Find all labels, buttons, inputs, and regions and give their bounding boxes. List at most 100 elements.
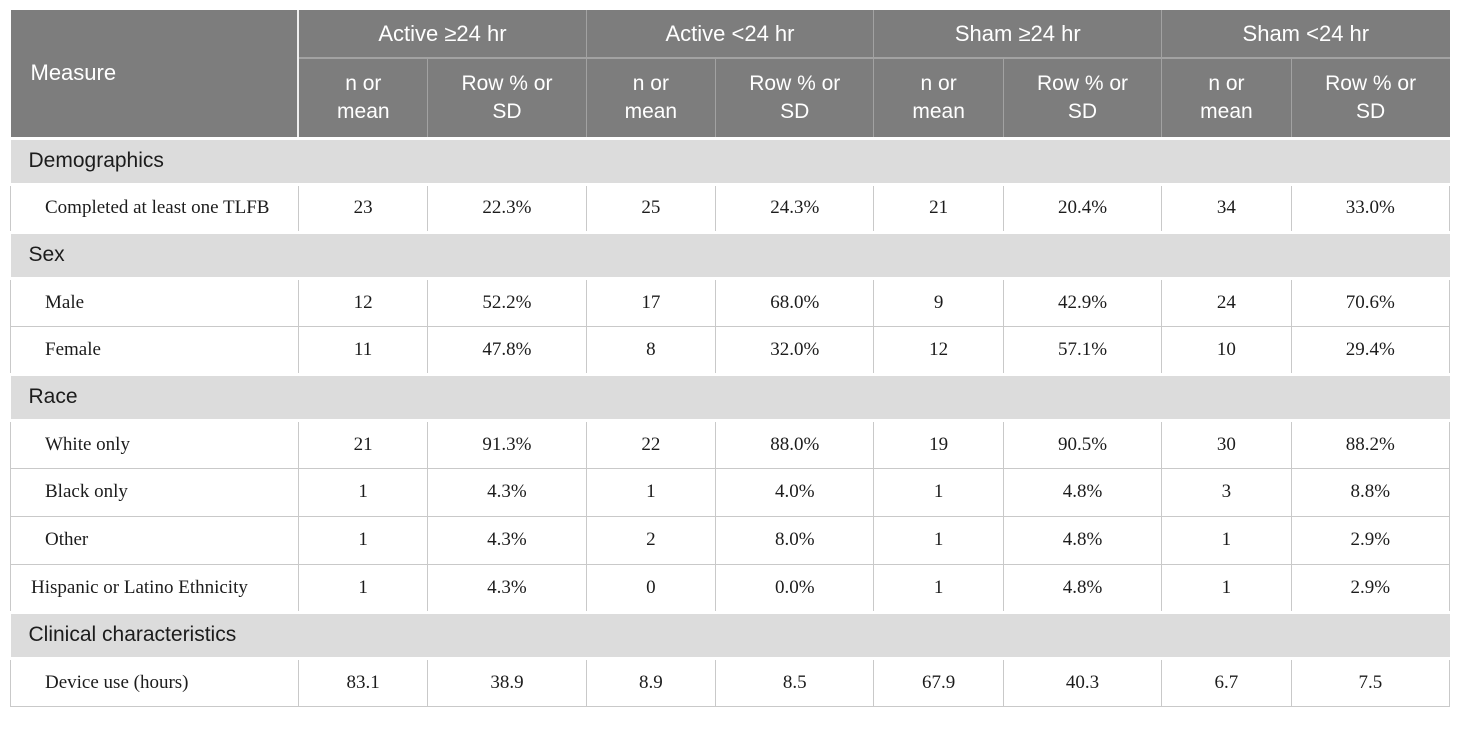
value-cell: 8	[585, 325, 717, 375]
table-row: Completed at least one TLFB 23 22.3% 25 24.3…	[10, 183, 1451, 233]
value-cell: 4.8%	[1002, 467, 1163, 517]
value-cell: 1	[1161, 515, 1292, 565]
value-cell: 1	[873, 467, 1004, 517]
value-cell: 67.9	[873, 657, 1004, 707]
subcolumn-header-pct-sd: Row % or SD	[1290, 58, 1450, 138]
value-cell: 88.0%	[715, 419, 875, 469]
value-cell: 8.8%	[1290, 467, 1451, 517]
value-cell: 12	[873, 325, 1004, 375]
section-row: Demographics	[10, 136, 1450, 186]
group-header-active-lt24: Active <24 hr	[585, 10, 874, 59]
table-row: Female 11 47.8% 8 32.0% 12 57.1% 10 29.4%	[10, 325, 1451, 375]
value-cell: 20.4%	[1002, 183, 1163, 233]
group-header-active-ge24: Active ≥24 hr	[298, 10, 587, 59]
value-cell: 32.0%	[715, 325, 875, 375]
value-cell: 88.2%	[1290, 419, 1451, 469]
table-row: Device use (hours) 83.1 38.9 8.9 8.5 67.9 40.3…	[10, 657, 1451, 707]
table-header: Measure Active ≥24 hr Active <24 hr Sham…	[10, 10, 1450, 138]
subcolumn-header-pct-sd: Row % or SD	[715, 58, 874, 138]
value-cell: 1	[297, 563, 429, 613]
subcolumn-header-pct-sd: Row % or SD	[427, 58, 587, 138]
value-cell: 0	[585, 563, 717, 613]
subcolumn-header-n-mean: n or mean	[585, 58, 716, 138]
value-cell: 57.1%	[1002, 325, 1163, 375]
measure-cell: Other	[10, 515, 299, 565]
value-cell: 11	[297, 325, 429, 375]
subcolumn-header-n-mean: n or mean	[1161, 58, 1292, 138]
column-header-measure: Measure	[10, 10, 300, 138]
value-cell: 8.5	[715, 657, 875, 707]
value-cell: 3	[1161, 467, 1292, 517]
value-cell: 1	[873, 515, 1004, 565]
value-cell: 52.2%	[427, 277, 587, 327]
value-cell: 8.0%	[715, 515, 875, 565]
section-label: Race	[10, 372, 1450, 422]
value-cell: 8.9	[585, 657, 717, 707]
value-cell: 1	[297, 467, 429, 517]
table-row: Male 12 52.2% 17 68.0% 9 42.9% 24 70.6%	[10, 277, 1451, 327]
group-header-sham-lt24: Sham <24 hr	[1161, 10, 1450, 59]
subcolumn-header-n-mean: n or mean	[298, 58, 428, 138]
table-row: Black only 1 4.3% 1 4.0% 1 4.8% 3 8.8%	[10, 467, 1451, 517]
value-cell: 70.6%	[1290, 277, 1451, 327]
value-cell: 30	[1161, 419, 1292, 469]
value-cell: 29.4%	[1290, 325, 1451, 375]
value-cell: 24	[1161, 277, 1292, 327]
value-cell: 2.9%	[1290, 515, 1451, 565]
table-row: White only 21 91.3% 22 88.0% 19 90.5% 30 88.2%	[10, 419, 1451, 469]
value-cell: 34	[1161, 183, 1292, 233]
measures-table: Measure Active ≥24 hr Active <24 hr Sham…	[10, 10, 1451, 707]
value-cell: 1	[1161, 563, 1292, 613]
value-cell: 68.0%	[715, 277, 875, 327]
value-cell: 38.9	[427, 657, 587, 707]
measure-cell: Black only	[10, 467, 299, 517]
value-cell: 90.5%	[1002, 419, 1163, 469]
value-cell: 2	[585, 515, 717, 565]
value-cell: 4.0%	[715, 467, 875, 517]
section-row: Clinical characteristics	[10, 610, 1450, 660]
measure-cell: Device use (hours)	[10, 657, 299, 707]
value-cell: 23	[297, 183, 429, 233]
measure-cell: Male	[10, 277, 299, 327]
value-cell: 6.7	[1161, 657, 1292, 707]
table-row: Hispanic or Latino Ethnicity 1 4.3% 0 0.0% 1 4…	[10, 563, 1451, 613]
table-row: Other 1 4.3% 2 8.0% 1 4.8% 1 2.9%	[10, 515, 1451, 565]
value-cell: 7.5	[1290, 657, 1451, 707]
value-cell: 12	[297, 277, 429, 327]
value-cell: 19	[873, 419, 1004, 469]
table-container: Measure Active ≥24 hr Active <24 hr Sham…	[10, 10, 1451, 707]
value-cell: 40.3	[1002, 657, 1163, 707]
value-cell: 21	[873, 183, 1004, 233]
section-row: Race	[10, 372, 1450, 422]
value-cell: 33.0%	[1290, 183, 1451, 233]
value-cell: 22	[585, 419, 717, 469]
measure-cell: Female	[10, 325, 299, 375]
section-label: Sex	[10, 230, 1450, 280]
value-cell: 91.3%	[427, 419, 587, 469]
value-cell: 10	[1161, 325, 1292, 375]
value-cell: 4.8%	[1002, 563, 1163, 613]
value-cell: 24.3%	[715, 183, 875, 233]
value-cell: 1	[585, 467, 717, 517]
section-label: Demographics	[10, 136, 1450, 186]
value-cell: 17	[585, 277, 717, 327]
value-cell: 4.3%	[427, 467, 587, 517]
value-cell: 0.0%	[715, 563, 875, 613]
value-cell: 25	[585, 183, 717, 233]
section-row: Sex	[10, 230, 1450, 280]
value-cell: 83.1	[297, 657, 429, 707]
group-header-sham-ge24: Sham ≥24 hr	[873, 10, 1162, 59]
subcolumn-header-n-mean: n or mean	[873, 58, 1004, 138]
measure-cell: Completed at least one TLFB	[10, 183, 299, 233]
value-cell: 4.8%	[1002, 515, 1163, 565]
value-cell: 42.9%	[1002, 277, 1163, 327]
value-cell: 9	[873, 277, 1004, 327]
value-cell: 47.8%	[427, 325, 587, 375]
value-cell: 1	[873, 563, 1004, 613]
measure-cell: White only	[10, 419, 299, 469]
value-cell: 21	[297, 419, 429, 469]
value-cell: 1	[297, 515, 429, 565]
value-cell: 4.3%	[427, 563, 587, 613]
subcolumn-header-pct-sd: Row % or SD	[1002, 58, 1162, 138]
value-cell: 4.3%	[427, 515, 587, 565]
